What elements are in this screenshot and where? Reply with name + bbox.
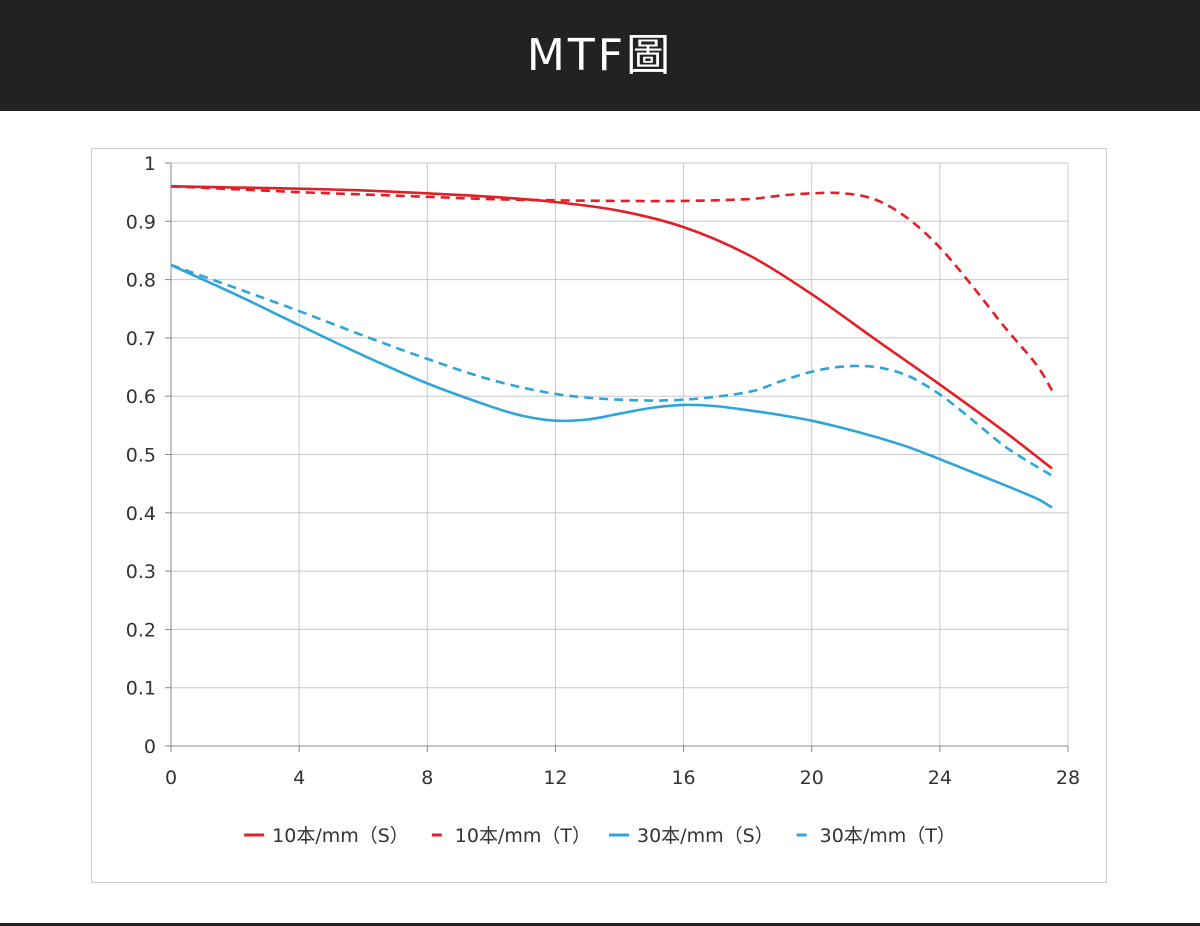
series-line-3 xyxy=(170,263,1053,509)
series-line-1 xyxy=(170,185,1053,470)
grid-lines xyxy=(165,162,1069,752)
bottom-rule xyxy=(0,923,1200,926)
series-line-2 xyxy=(170,185,1054,392)
y-tick-label: 0.4 xyxy=(126,503,156,525)
y-tick-label: 0.1 xyxy=(126,678,156,700)
x-tick-label: 20 xyxy=(800,767,824,789)
page-title: MTF圖 xyxy=(526,30,674,81)
chart-frame xyxy=(91,148,1107,883)
x-tick-label: 28 xyxy=(1056,767,1080,789)
y-tick-labels: 0 0.1 0.2 0.3 0.4 0.5 0.6 0.7 0.8 0.9 1 xyxy=(126,153,156,758)
y-tick-label: 0 xyxy=(144,736,156,758)
legend-label-1: 10本/mm（S） xyxy=(272,825,409,847)
x-tick-label: 8 xyxy=(421,767,433,789)
series-line-4 xyxy=(170,263,1053,477)
x-tick-label: 24 xyxy=(928,767,952,789)
y-tick-label: 0.8 xyxy=(126,270,156,292)
y-tick-label: 0.9 xyxy=(126,211,156,233)
y-tick-label: 1 xyxy=(144,153,156,175)
legend-label-3: 30本/mm（S） xyxy=(637,825,774,847)
y-tick-label: 0.6 xyxy=(126,386,156,408)
x-tick-label: 0 xyxy=(165,767,177,789)
y-tick-label: 0.2 xyxy=(126,619,156,641)
x-tick-label: 16 xyxy=(671,767,695,789)
header-bar: MTF圖 xyxy=(0,0,1200,111)
y-tick-label: 0.7 xyxy=(126,328,156,350)
x-tick-label: 4 xyxy=(293,767,305,789)
y-tick-label: 0.5 xyxy=(126,445,156,467)
x-tick-labels: 0 4 8 12 16 20 24 28 xyxy=(165,767,1080,789)
legend-label-4: 30本/mm（T） xyxy=(820,825,956,847)
legend-label-2: 10本/mm（T） xyxy=(455,825,591,847)
x-tick-label: 12 xyxy=(543,767,567,789)
legend: 10本/mm（S） 10本/mm（T） 30本/mm（S） 30本/mm（T） xyxy=(244,825,956,847)
series-lines xyxy=(170,185,1054,509)
y-tick-label: 0.3 xyxy=(126,561,156,583)
